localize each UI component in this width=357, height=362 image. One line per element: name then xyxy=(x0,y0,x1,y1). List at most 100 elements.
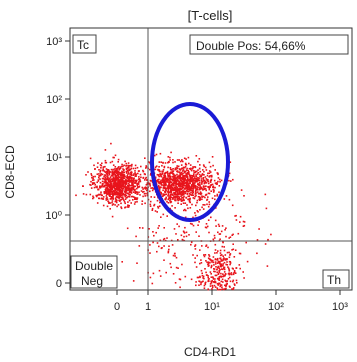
data-point xyxy=(97,173,99,175)
data-point xyxy=(178,226,180,228)
data-point xyxy=(138,178,140,180)
data-point xyxy=(137,192,139,194)
data-point xyxy=(202,181,204,183)
y-tick-label: 10¹ xyxy=(46,152,62,164)
data-point xyxy=(155,210,157,212)
data-point xyxy=(225,236,227,238)
data-point xyxy=(197,161,199,163)
data-point xyxy=(164,174,166,176)
data-point xyxy=(219,270,221,272)
data-point xyxy=(200,188,202,190)
data-point xyxy=(136,193,138,195)
data-point xyxy=(149,252,151,254)
data-point xyxy=(189,198,191,200)
data-point xyxy=(127,180,129,182)
data-point xyxy=(208,232,210,234)
data-point xyxy=(207,247,209,249)
data-point xyxy=(215,244,217,246)
data-point xyxy=(224,275,226,277)
data-point xyxy=(138,192,140,194)
data-point xyxy=(140,174,142,176)
data-point xyxy=(201,273,203,275)
data-point xyxy=(187,193,189,195)
data-point xyxy=(243,195,245,197)
data-point xyxy=(232,268,234,270)
data-point xyxy=(176,178,178,180)
data-point xyxy=(204,188,206,190)
data-point xyxy=(205,254,207,256)
data-point xyxy=(116,179,118,181)
data-point xyxy=(148,228,150,230)
data-point xyxy=(221,268,223,270)
data-point xyxy=(170,178,172,180)
data-point xyxy=(222,276,224,278)
data-point xyxy=(127,228,129,230)
data-point xyxy=(159,205,161,207)
data-point xyxy=(114,175,116,177)
data-point xyxy=(236,280,238,282)
data-point xyxy=(220,252,222,254)
data-point xyxy=(92,180,94,182)
data-point xyxy=(205,167,207,169)
data-point xyxy=(150,180,152,182)
data-point xyxy=(199,184,201,186)
data-point xyxy=(168,186,170,188)
data-point xyxy=(135,192,137,194)
data-point xyxy=(180,173,182,175)
data-point xyxy=(206,223,208,225)
y-axis-label: CD8-ECD xyxy=(3,145,17,199)
data-point xyxy=(131,196,133,198)
data-point xyxy=(100,182,102,184)
data-point xyxy=(168,252,170,254)
data-point xyxy=(125,206,127,208)
data-point xyxy=(111,202,113,204)
data-point xyxy=(226,258,228,260)
data-point xyxy=(160,153,162,155)
data-point xyxy=(221,288,223,290)
data-point xyxy=(93,165,95,167)
data-point xyxy=(163,227,165,229)
data-point xyxy=(174,188,176,190)
data-point xyxy=(233,274,235,276)
data-point xyxy=(123,183,125,185)
data-point xyxy=(170,167,172,169)
data-point xyxy=(117,161,119,163)
data-point xyxy=(215,266,217,268)
y-tick-label: 0 xyxy=(56,278,62,290)
data-point xyxy=(193,170,195,172)
data-point xyxy=(208,254,210,256)
data-point xyxy=(116,202,118,204)
data-point xyxy=(196,255,198,257)
data-point xyxy=(162,177,164,179)
data-point xyxy=(209,204,211,206)
data-point xyxy=(189,176,191,178)
data-point xyxy=(102,185,104,187)
data-point xyxy=(188,185,190,187)
data-point xyxy=(122,168,124,170)
data-point xyxy=(203,186,205,188)
data-point xyxy=(179,171,181,173)
data-point xyxy=(112,198,114,200)
data-point xyxy=(265,194,267,196)
data-point xyxy=(182,170,184,172)
data-point xyxy=(100,173,102,175)
data-point xyxy=(99,178,101,180)
data-point xyxy=(194,257,196,259)
data-point xyxy=(98,173,100,175)
data-point xyxy=(193,192,195,194)
data-point xyxy=(142,196,144,198)
data-point xyxy=(173,173,175,175)
data-point xyxy=(135,201,137,203)
data-point xyxy=(102,174,104,176)
data-point xyxy=(183,196,185,198)
data-point xyxy=(188,163,190,165)
data-point xyxy=(167,167,169,169)
data-point xyxy=(129,191,131,193)
data-point xyxy=(86,194,88,196)
data-point xyxy=(184,188,186,190)
data-point xyxy=(168,173,170,175)
data-point xyxy=(177,267,179,269)
data-point xyxy=(138,170,140,172)
data-point xyxy=(213,277,215,279)
data-point xyxy=(139,227,141,229)
